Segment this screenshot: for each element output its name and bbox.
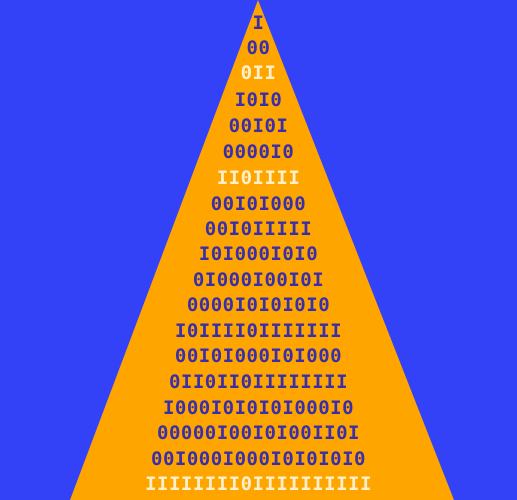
binary-row: 00I0I000 bbox=[210, 193, 307, 215]
binary-row: 00 bbox=[246, 37, 271, 59]
binary-row: 0000I0I0I0I0 bbox=[186, 294, 331, 316]
binary-row: II0IIII bbox=[216, 167, 301, 189]
binary-row: 0000I0 bbox=[222, 141, 295, 163]
binary-row: I bbox=[252, 12, 265, 34]
binary-row: 0I000I00I0I bbox=[192, 269, 325, 291]
binary-row: IIIIIIII0IIIIIIIIII bbox=[145, 473, 372, 495]
binary-row: 00I0IIIII bbox=[204, 218, 313, 240]
binary-row: 00000I00I0I00II0I bbox=[157, 422, 360, 444]
binary-row: 00I0I000I0I000 bbox=[174, 345, 343, 367]
binary-row: 0II0II0IIIIIIII bbox=[168, 371, 349, 393]
binary-row: 0II bbox=[240, 62, 277, 84]
binary-row: 00I0I bbox=[228, 115, 289, 137]
binary-row: I0I000I0I0 bbox=[198, 243, 319, 265]
binary-row: 00I000I000I0I0I0I0 bbox=[151, 448, 366, 470]
binary-row: I0IIII0IIIIIII bbox=[174, 320, 343, 342]
binary-row: I000I0I0I0I000I0 bbox=[162, 397, 355, 419]
binary-row: I0I0 bbox=[234, 89, 283, 111]
triangle-shape bbox=[70, 0, 454, 500]
